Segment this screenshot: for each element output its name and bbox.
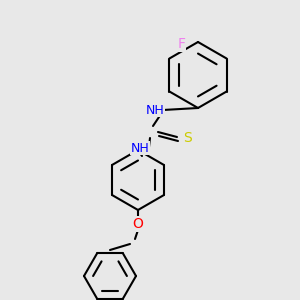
Text: F: F: [178, 38, 185, 51]
Text: NH: NH: [146, 103, 164, 116]
Text: O: O: [133, 217, 143, 231]
Text: NH: NH: [130, 142, 149, 154]
Text: S: S: [183, 131, 191, 145]
